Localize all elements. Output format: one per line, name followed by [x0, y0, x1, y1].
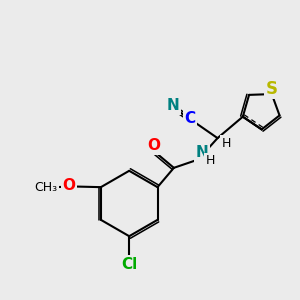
Text: C: C — [184, 111, 196, 126]
Text: Cl: Cl — [121, 256, 137, 272]
Text: N: N — [196, 146, 208, 160]
Text: O: O — [63, 178, 76, 194]
Text: H: H — [206, 154, 215, 167]
Text: S: S — [266, 80, 278, 98]
Text: CH₃: CH₃ — [34, 181, 57, 194]
Text: O: O — [147, 138, 161, 153]
Text: H: H — [222, 137, 231, 150]
Text: N: N — [166, 98, 179, 113]
